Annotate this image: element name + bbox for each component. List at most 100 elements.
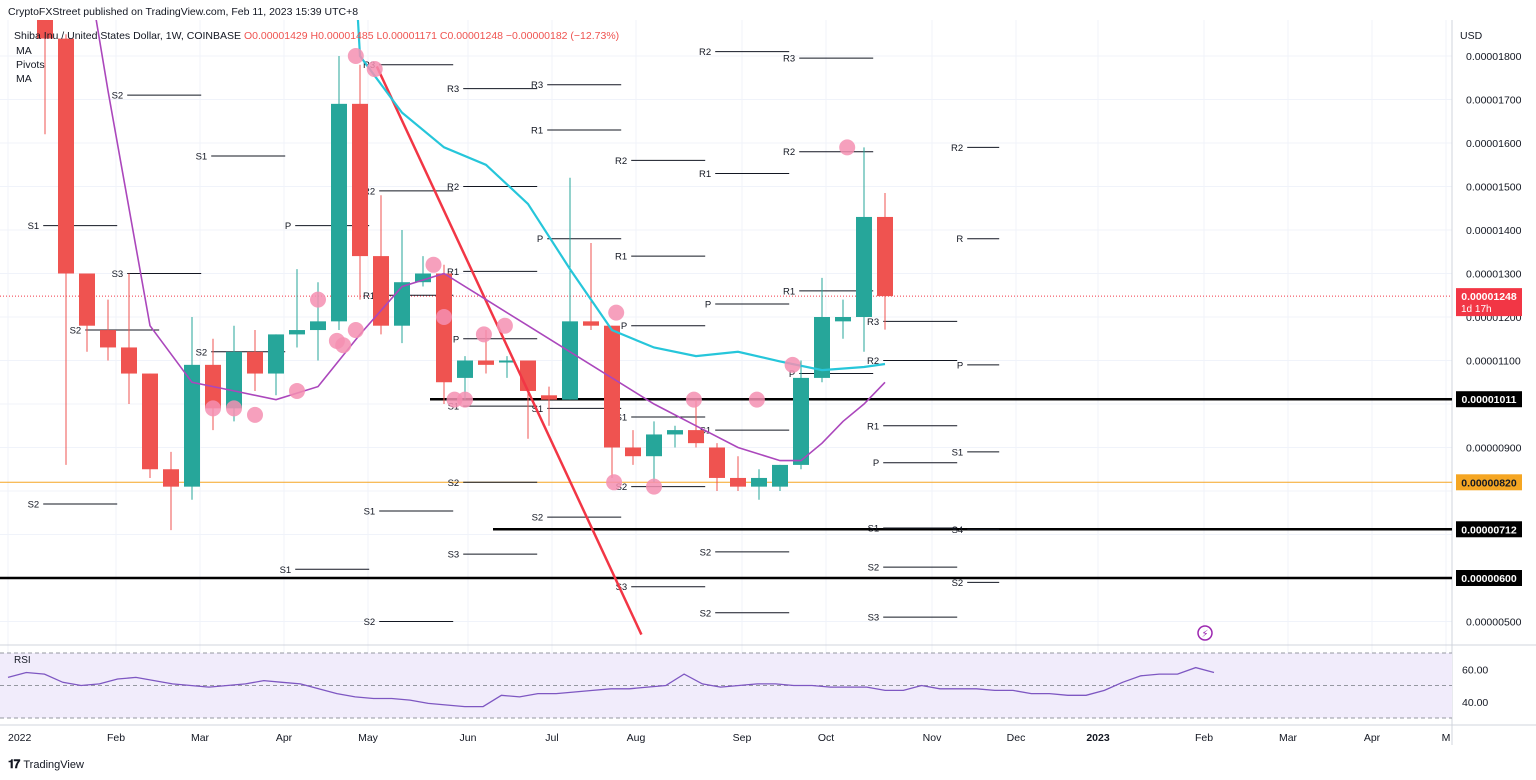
level-tag-box (1456, 521, 1522, 538)
candle (751, 469, 767, 500)
pivot-label: R1 (867, 421, 879, 432)
candle-body (835, 317, 851, 322)
countdown-label: 1d 17h (1461, 304, 1492, 315)
marker-circle (436, 309, 452, 325)
pivot-label: S2 (112, 91, 124, 102)
candle-body (37, 20, 53, 39)
candle (793, 360, 809, 470)
marker-circle (839, 139, 856, 156)
candle-body (856, 216, 872, 317)
candle (688, 399, 704, 448)
time-tick-label: Jun (460, 732, 477, 744)
candle-body (877, 216, 893, 297)
ma-fast-line (95, 20, 886, 462)
time-tick-label: May (358, 732, 379, 744)
candle (415, 256, 431, 287)
candle (730, 456, 746, 491)
level-tag-label: 0.00000600 (1461, 573, 1517, 585)
candle (163, 451, 179, 531)
pivot-levels: S2 S1 S3 S2 S1 S2 S2 P S1 R3 R2 R1 S1 S2 R3 R2 R1 P S1 S2 S3… (28, 47, 1000, 628)
price-tick-label: 0.00001600 (1466, 138, 1522, 150)
candle (625, 430, 641, 465)
candle (79, 273, 95, 352)
candle-body (184, 364, 200, 487)
time-tick-label: Mar (1279, 732, 1298, 744)
tradingview-logo[interactable]: 𝟏𝟕 TradingView (8, 757, 84, 772)
candle (541, 386, 557, 426)
candle-body (772, 464, 788, 487)
pivot-label: P (705, 299, 711, 310)
price-axis: USD 0.00001800 0.00001700 0.00001600 0.00001… (1456, 30, 1522, 629)
candle-body (562, 321, 578, 400)
candle-body (604, 325, 620, 448)
indicator-pivots[interactable]: Pivots (16, 59, 45, 71)
time-tick-label: Aug (627, 732, 646, 744)
pivot-label: R2 (699, 47, 711, 58)
candle (856, 147, 872, 352)
level-tag-label: 0.00000820 (1461, 477, 1517, 489)
time-tick-label: 2022 (8, 732, 32, 744)
marker-circle (247, 406, 263, 423)
indicator-ma-1[interactable]: MA (16, 45, 32, 57)
marker-circle (289, 382, 305, 399)
pivot-label: R (956, 234, 963, 245)
candle-body (730, 477, 746, 487)
level-tag-label: 0.00001011 (1462, 394, 1517, 406)
candle (646, 421, 662, 483)
pivot-label: S3 (448, 550, 460, 561)
price-tick-label: 0.00000500 (1466, 617, 1522, 629)
pivot-label: S2 (868, 563, 880, 574)
pivot-label: S2 (196, 347, 208, 358)
candle (331, 56, 347, 331)
pivot-label: S2 (700, 547, 712, 558)
candle-body (415, 273, 431, 283)
marker-circle (748, 391, 765, 408)
publisher-line: CryptoFXStreet published on TradingView.… (8, 6, 359, 18)
horizontal-levels (0, 295, 1452, 580)
marker-circle (457, 391, 473, 408)
candle-body (373, 256, 389, 326)
time-tick-label: Feb (1195, 732, 1213, 744)
candle-body (310, 321, 326, 331)
candle (58, 34, 74, 465)
pivot-label: R2 (951, 143, 963, 154)
pivot-label: P (957, 360, 963, 371)
tradingview-logo-icon: 𝟏𝟕 (8, 757, 20, 771)
lightning-glyph: ⚡ (1201, 629, 1208, 640)
pivot-label: P (621, 321, 627, 332)
pivot-label: S1 (952, 447, 964, 458)
candle-body (457, 360, 473, 378)
current-price-tag (1456, 288, 1522, 317)
rsi-pane: RSI 60.00 40.00 (0, 652, 1488, 719)
pivot-label: S2 (700, 608, 712, 619)
candle-body (436, 273, 452, 383)
candle-body (58, 38, 74, 274)
candle-body (226, 351, 242, 409)
current-price-label: 0.00001248 (1461, 291, 1517, 303)
candle-body (268, 334, 284, 374)
time-tick-label: Feb (107, 732, 125, 744)
marker-circle (425, 256, 442, 273)
candle-body (541, 395, 557, 400)
pivot-label: S2 (70, 326, 82, 337)
pivot-label: P (285, 221, 291, 232)
pivot-label: P (873, 458, 879, 469)
candle (352, 64, 368, 300)
level-tag-label: 0.00000712 (1461, 524, 1517, 536)
candle (835, 299, 851, 339)
marker-circle (366, 61, 383, 78)
pivot-label: R3 (447, 84, 459, 95)
candle (268, 334, 284, 396)
indicator-ma-2[interactable]: MA (16, 73, 32, 85)
candle-body (100, 330, 116, 348)
candle (583, 243, 599, 331)
candle (709, 443, 725, 491)
rsi-label: RSI (14, 655, 31, 666)
marker-circle (310, 291, 326, 308)
candles (37, 20, 893, 531)
lightning-icon (1197, 625, 1213, 641)
candle (205, 338, 221, 431)
candle-body (625, 447, 641, 457)
pivot-label: S1 (196, 152, 208, 163)
